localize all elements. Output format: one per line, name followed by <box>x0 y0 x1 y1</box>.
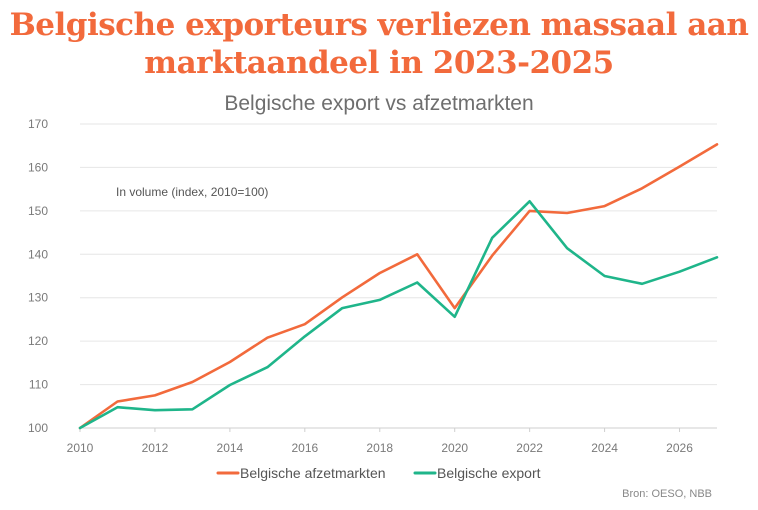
headline-line-2: marktaandeel in 2023-2025 <box>144 45 614 81</box>
y-tick-label: 100 <box>28 421 48 435</box>
x-tick-label: 2012 <box>142 441 169 455</box>
legend-label-1: Belgische afzetmarkten <box>240 465 386 481</box>
chart-annotation: In volume (index, 2010=100) <box>116 185 268 199</box>
x-tick-label: 2026 <box>666 441 693 455</box>
y-tick-label: 160 <box>28 160 48 174</box>
series-line-2 <box>78 200 719 430</box>
x-tick-label: 2022 <box>516 441 543 455</box>
x-axis: 2010 2012 2014 2016 2018 2020 2022 2024 2026 <box>67 428 693 455</box>
headline: Belgische exporteurs verliezen massaal a… <box>0 6 758 82</box>
x-tick-label: 2010 <box>67 441 94 455</box>
grid <box>80 123 717 429</box>
legend-label-2: Belgische export <box>437 465 541 481</box>
x-tick-label: 2018 <box>366 441 393 455</box>
y-tick-label: 130 <box>28 291 48 305</box>
x-tick-label: 2024 <box>591 441 618 455</box>
y-tick-label: 110 <box>29 378 48 392</box>
y-tick-label: 150 <box>28 204 48 218</box>
source-note: Bron: OESO, NBB <box>622 488 712 500</box>
series <box>78 143 719 430</box>
x-tick-label: 2014 <box>217 441 244 455</box>
chart-title: Belgische export vs afzetmarkten <box>224 92 533 115</box>
legend: Belgische afzetmarkten Belgische export <box>216 465 541 481</box>
y-tick-label: 140 <box>28 247 48 261</box>
headline-line-1: Belgische exporteurs verliezen massaal a… <box>9 7 749 43</box>
y-axis: 100 110 120 130 140 150 160 170 <box>28 117 48 435</box>
x-tick-label: 2016 <box>291 441 318 455</box>
y-tick-label: 170 <box>28 117 48 131</box>
series-line-1 <box>78 143 719 430</box>
y-tick-label: 120 <box>28 334 48 348</box>
x-tick-label: 2020 <box>441 441 468 455</box>
